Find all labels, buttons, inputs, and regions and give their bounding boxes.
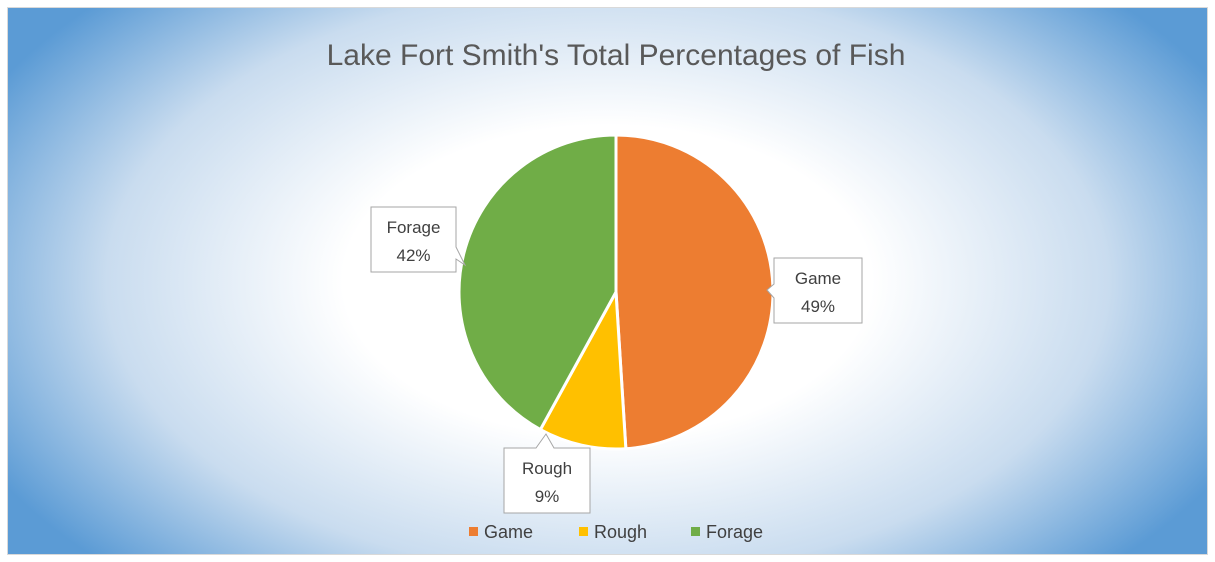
data-label-category: Game — [795, 269, 841, 288]
callout-box — [503, 433, 591, 514]
data-label-value: 49% — [801, 297, 835, 316]
legend-swatch — [691, 527, 700, 536]
legend-label: Forage — [706, 522, 763, 542]
data-label-category: Rough — [522, 459, 572, 478]
pie-slice-rough — [538, 286, 628, 451]
data-label-value: 42% — [396, 246, 430, 265]
data-label-game: Game 49% — [766, 257, 863, 324]
pie-slice-forage — [457, 133, 618, 432]
data-label-value: 9% — [535, 487, 560, 506]
pie-slices — [457, 133, 775, 451]
callout-box — [370, 206, 467, 273]
legend-item-forage: Forage — [691, 522, 763, 542]
legend-swatch — [469, 527, 478, 536]
callout-box — [766, 257, 863, 324]
legend: Game Rough Forage — [469, 522, 763, 542]
chart-title: Lake Fort Smith's Total Percentages of F… — [327, 39, 906, 72]
legend-label: Rough — [594, 522, 647, 542]
legend-label: Game — [484, 522, 533, 542]
data-label-rough: Rough 9% — [503, 433, 591, 514]
legend-item-game: Game — [469, 522, 533, 542]
data-labels: Game 49% Rough 9% Forage 42% — [370, 206, 863, 514]
pie-slice-game — [614, 133, 775, 451]
legend-swatch — [579, 527, 588, 536]
legend-item-rough: Rough — [579, 522, 647, 542]
chart-area: Lake Fort Smith's Total Percentages of F… — [7, 7, 1208, 555]
data-label-category: Forage — [387, 218, 441, 237]
data-label-forage: Forage 42% — [370, 206, 467, 273]
pie-chart: Lake Fort Smith's Total Percentages of F… — [327, 39, 906, 542]
